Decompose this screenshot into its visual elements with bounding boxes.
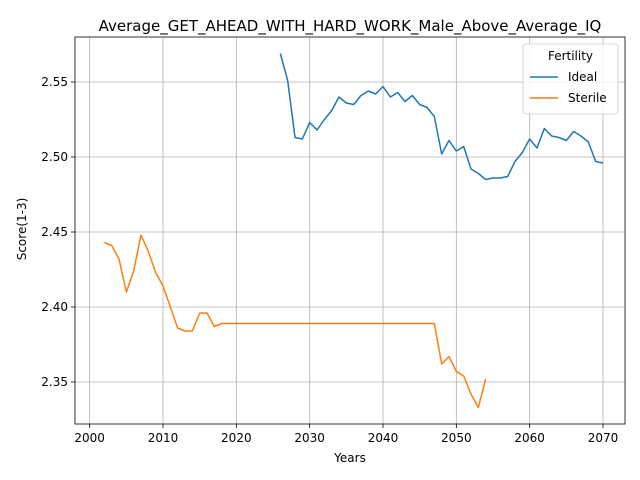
x-axis: 2000 2010 2020 2030 2040 2050 2060 2070 bbox=[74, 424, 618, 445]
legend-label-ideal: Ideal bbox=[568, 70, 597, 84]
series-line-ideal bbox=[279, 53, 604, 181]
x-tick-label: 2010 bbox=[148, 431, 179, 445]
legend: Fertility Ideal Sterile bbox=[522, 43, 619, 115]
x-tick-label: 2060 bbox=[514, 431, 545, 445]
series-line-sterile bbox=[104, 234, 487, 409]
legend-label-sterile: Sterile bbox=[568, 91, 607, 105]
chart-title: Average_GET_AHEAD_WITH_HARD_WORK_Male_Ab… bbox=[99, 17, 602, 36]
y-tick-label: 2.35 bbox=[41, 375, 68, 389]
x-tick-label: 2050 bbox=[441, 431, 472, 445]
y-axis-label: Score(1-3) bbox=[15, 198, 29, 261]
y-tick-label: 2.40 bbox=[41, 300, 68, 314]
plot-area-frame bbox=[74, 36, 626, 425]
y-tick-label: 2.55 bbox=[41, 75, 68, 89]
y-tick-label: 2.50 bbox=[41, 150, 68, 164]
legend-title: Fertility bbox=[548, 49, 593, 63]
x-tick-label: 2070 bbox=[588, 431, 619, 445]
x-axis-label: Years bbox=[333, 451, 366, 465]
y-axis: 2.35 2.40 2.45 2.50 2.55 bbox=[41, 75, 75, 389]
legend-box bbox=[522, 43, 619, 115]
x-tick-label: 2000 bbox=[74, 431, 105, 445]
x-tick-label: 2030 bbox=[294, 431, 325, 445]
x-tick-label: 2040 bbox=[368, 431, 399, 445]
x-tick-label: 2020 bbox=[221, 431, 252, 445]
series-layer bbox=[104, 53, 604, 409]
y-tick-label: 2.45 bbox=[41, 225, 68, 239]
